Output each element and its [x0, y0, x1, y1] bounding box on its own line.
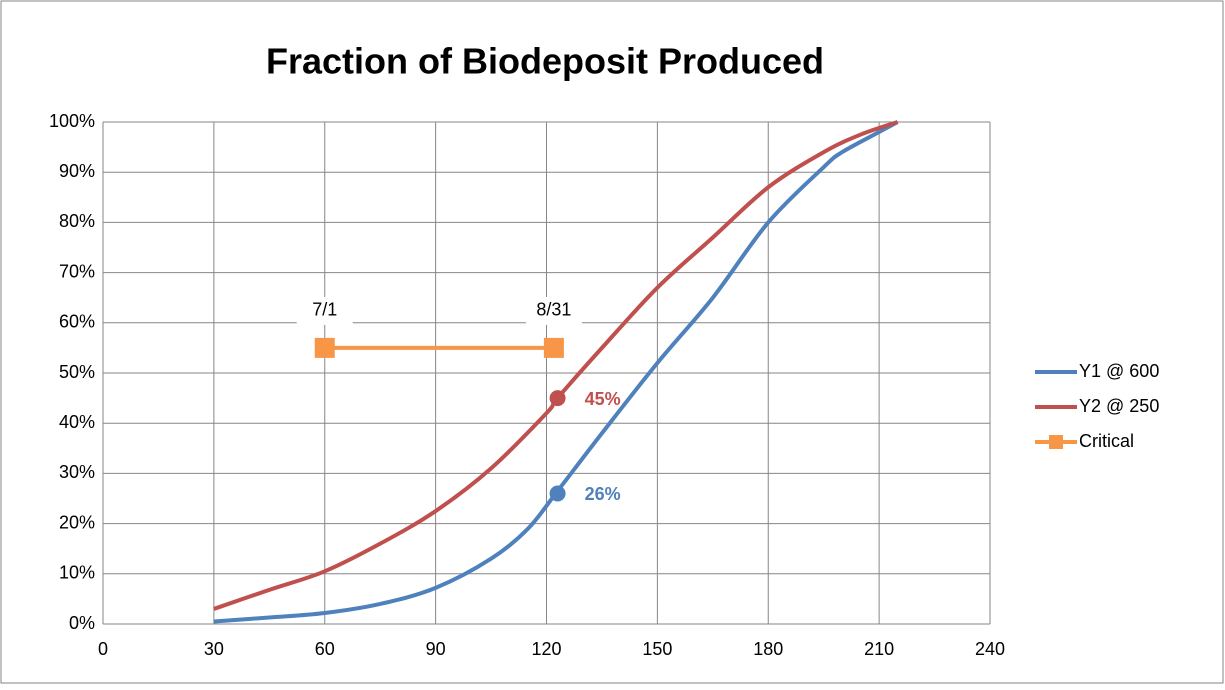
x-tick-label: 90 [426, 639, 446, 659]
point-marker [543, 337, 564, 358]
y-tick-label: 40% [59, 412, 95, 432]
chart-title: Fraction of Biodeposit Produced [266, 41, 824, 82]
x-tick-label: 0 [98, 639, 108, 659]
y-tick-label: 80% [59, 211, 95, 231]
y-tick-label: 100% [49, 111, 95, 131]
y-tick-label: 60% [59, 312, 95, 332]
x-tick-label: 180 [753, 639, 783, 659]
legend-label: Y2 @ 250 [1079, 396, 1159, 416]
y-tick-label: 70% [59, 261, 95, 281]
label-background [296, 296, 353, 325]
legend-label: Critical [1079, 431, 1134, 451]
y-tick-label: 50% [59, 362, 95, 382]
data-label: 45% [585, 389, 621, 409]
point-label: 8/31 [536, 300, 571, 320]
y-tick-label: 30% [59, 462, 95, 482]
y-tick-label: 10% [59, 563, 95, 583]
highlight-point [549, 390, 566, 407]
data-label: 26% [585, 484, 621, 504]
legend-label: Y1 @ 600 [1079, 361, 1159, 381]
label-background [525, 296, 582, 325]
x-tick-label: 120 [531, 639, 561, 659]
y-tick-label: 90% [59, 161, 95, 181]
y-tick-label: 0% [69, 613, 95, 633]
x-tick-label: 60 [315, 639, 335, 659]
x-tick-label: 30 [204, 639, 224, 659]
point-marker [314, 337, 335, 358]
point-label: 7/1 [312, 300, 337, 320]
x-tick-label: 210 [864, 639, 894, 659]
y-tick-label: 20% [59, 512, 95, 532]
x-tick-label: 150 [642, 639, 672, 659]
legend-marker [1049, 435, 1063, 449]
x-tick-label: 240 [975, 639, 1005, 659]
highlight-point [549, 485, 566, 502]
line-series [213, 120, 899, 624]
